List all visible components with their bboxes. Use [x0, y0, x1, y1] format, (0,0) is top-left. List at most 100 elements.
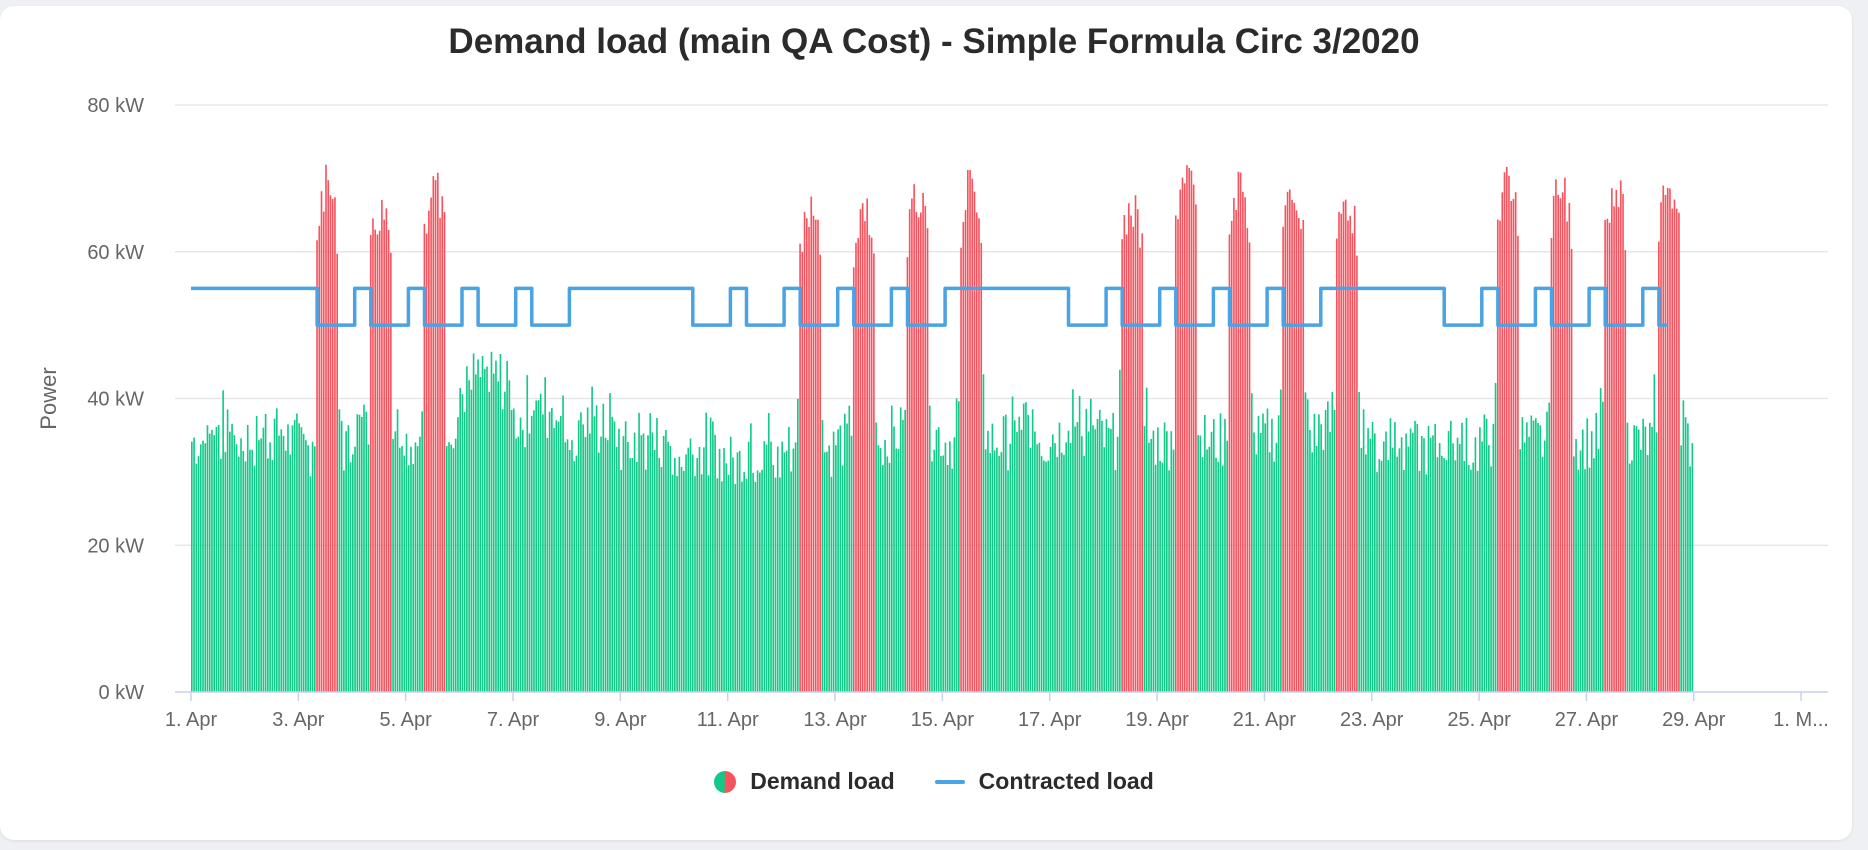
demand-bar	[1210, 431, 1213, 692]
demand-bar	[832, 431, 835, 692]
demand-bar	[895, 448, 898, 692]
x-tick-label: 7. Apr	[487, 709, 540, 731]
demand-bar	[1349, 215, 1352, 692]
demand-bar	[716, 478, 719, 692]
demand-bar	[1306, 399, 1309, 692]
demand-bar	[615, 446, 618, 692]
demand-bar	[1501, 192, 1504, 692]
demand-bar	[450, 444, 453, 692]
demand-bar	[1474, 437, 1477, 692]
demand-bar	[1304, 392, 1307, 692]
demand-bar	[1136, 209, 1139, 692]
demand-bar	[1499, 220, 1501, 692]
demand-bar	[412, 464, 415, 692]
demand-bar	[732, 457, 734, 692]
x-tick-label: 1. M...	[1773, 709, 1829, 731]
demand-bar	[1107, 427, 1110, 692]
demand-bar	[935, 429, 938, 692]
demand-bar	[949, 441, 951, 692]
demand-bar	[828, 445, 830, 692]
legend-item-contracted-load[interactable]: Contracted load	[934, 768, 1154, 795]
demand-bar	[1552, 195, 1555, 692]
demand-bar	[756, 470, 759, 692]
demand-bar	[1595, 412, 1598, 692]
demand-bar	[1181, 177, 1184, 692]
demand-bar	[233, 435, 236, 692]
demand-bar	[526, 375, 529, 692]
demand-bar	[369, 234, 372, 692]
demand-bar	[396, 409, 399, 692]
demand-bar	[1235, 209, 1237, 693]
demand-bar	[439, 217, 441, 692]
demand-bar	[966, 170, 969, 692]
demand-bar	[754, 481, 757, 692]
demand-bar	[620, 470, 622, 692]
x-tick-label: 21. Apr	[1233, 709, 1297, 731]
demand-bar	[262, 427, 265, 692]
demand-bar	[1434, 423, 1436, 692]
demand-bar	[206, 425, 209, 692]
demand-bar	[761, 469, 763, 692]
demand-bar	[367, 444, 370, 692]
legend-label-contracted-load: Contracted load	[978, 768, 1154, 794]
demand-bar	[1613, 206, 1615, 692]
demand-bar	[378, 230, 381, 692]
demand-bar	[1423, 438, 1425, 692]
demand-bar	[1058, 422, 1061, 692]
demand-bar	[803, 211, 806, 693]
demand-bar	[1398, 448, 1401, 692]
demand-bar	[1127, 203, 1130, 692]
demand-bar	[343, 470, 345, 692]
demand-bar	[244, 461, 247, 692]
demand-load-legend-marker	[714, 770, 737, 793]
demand-bar	[1684, 417, 1687, 692]
demand-bar	[1208, 446, 1211, 692]
demand-bar	[580, 412, 582, 692]
demand-bar	[1456, 437, 1459, 692]
demand-bar	[1691, 443, 1694, 692]
demand-bar	[1512, 198, 1515, 692]
demand-bar	[224, 451, 227, 692]
demand-bar	[1007, 470, 1009, 692]
demand-bar	[1230, 220, 1233, 692]
contracted-load-line	[191, 286, 1667, 327]
demand-bar	[229, 431, 231, 692]
demand-bar	[1409, 428, 1412, 692]
demand-bar	[993, 450, 996, 692]
x-tick-label: 19. Apr	[1125, 709, 1189, 731]
demand-bar	[837, 429, 839, 692]
demand-bar	[1233, 197, 1235, 693]
demand-bar	[638, 412, 640, 692]
demand-bar	[714, 434, 716, 692]
demand-bar	[868, 234, 871, 692]
demand-bar	[475, 374, 477, 692]
demand-bar	[559, 415, 562, 692]
demand-bar	[680, 466, 683, 692]
demand-bar	[1653, 374, 1656, 692]
demand-bar	[911, 198, 913, 692]
demand-bar	[1479, 427, 1481, 692]
demand-bar	[899, 407, 902, 692]
demand-bar	[1148, 442, 1150, 692]
demand-bar	[636, 461, 638, 692]
demand-bar	[1689, 466, 1691, 692]
legend-item-demand-load[interactable]: Demand load	[714, 768, 895, 795]
demand-bar	[729, 436, 732, 692]
demand-bar	[1067, 430, 1070, 692]
demand-bar	[658, 457, 661, 692]
demand-bar	[980, 242, 983, 693]
demand-bar	[1646, 455, 1649, 692]
demand-bar	[524, 447, 526, 692]
demand-bar	[629, 458, 631, 692]
demand-bar	[1640, 449, 1642, 692]
demand-bar	[649, 413, 652, 692]
demand-bar	[1297, 218, 1300, 693]
demand-bar	[1617, 206, 1620, 693]
demand-bar	[1405, 433, 1407, 692]
demand-bar	[647, 435, 649, 692]
demand-bar	[1367, 428, 1369, 692]
x-tick-label: 9. Apr	[594, 709, 647, 731]
demand-bar	[414, 442, 417, 692]
demand-bar	[533, 410, 535, 692]
